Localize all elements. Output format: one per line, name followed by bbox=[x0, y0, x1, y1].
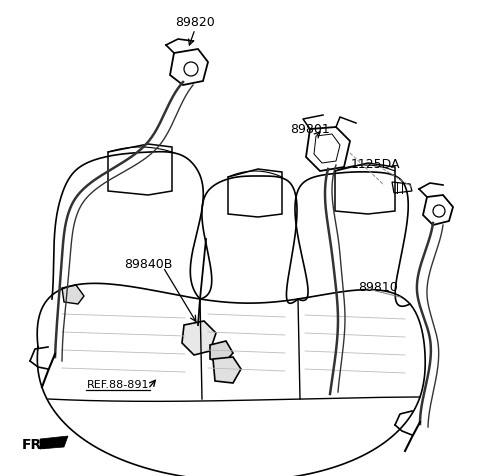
Text: 89840B: 89840B bbox=[124, 258, 172, 271]
Text: 1125DA: 1125DA bbox=[350, 158, 400, 171]
Polygon shape bbox=[40, 436, 68, 449]
Polygon shape bbox=[210, 341, 233, 363]
Polygon shape bbox=[182, 321, 216, 355]
Polygon shape bbox=[62, 286, 84, 304]
Text: 89801: 89801 bbox=[290, 123, 330, 136]
Text: REF.88-891: REF.88-891 bbox=[87, 379, 149, 389]
Text: FR.: FR. bbox=[22, 437, 48, 451]
Polygon shape bbox=[213, 357, 241, 383]
Text: 89820: 89820 bbox=[175, 15, 215, 29]
Text: 89810: 89810 bbox=[358, 281, 398, 294]
